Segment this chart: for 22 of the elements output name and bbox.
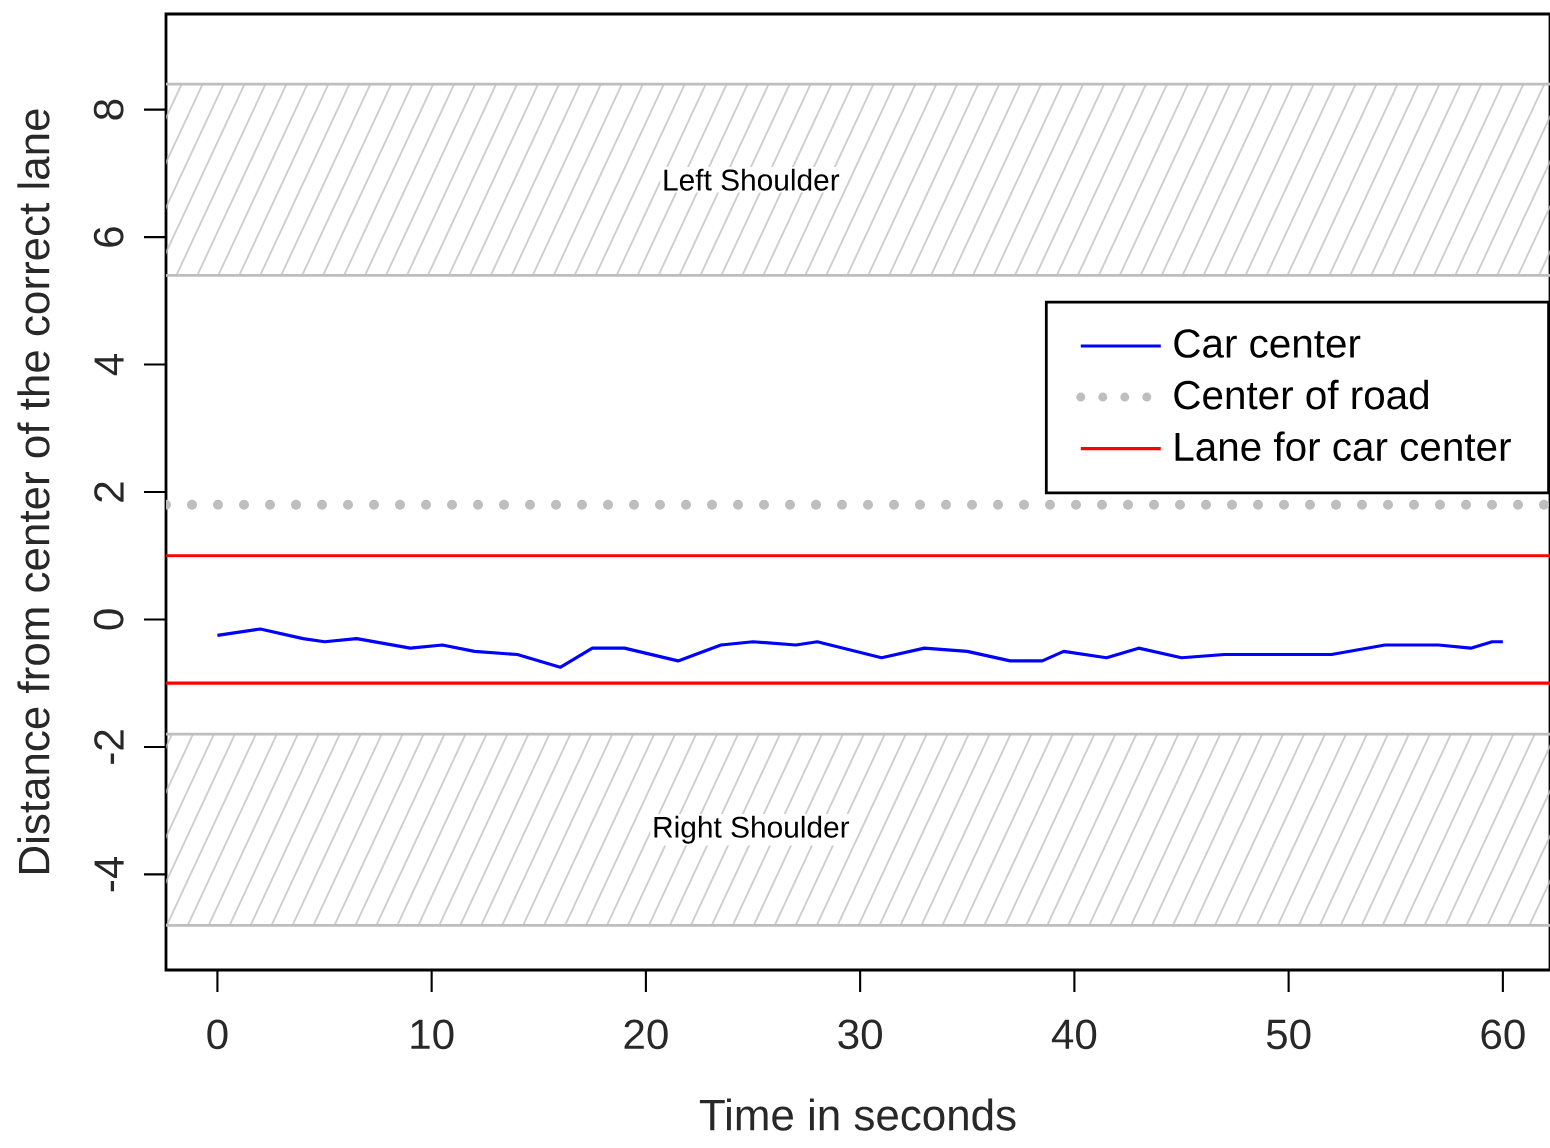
x-tick-label: 20	[624, 1019, 668, 1050]
x-tick-label: 10	[411, 1019, 454, 1050]
y-tick-label: 8	[93, 99, 124, 120]
y-axis-title: Distance from center of the correct lane	[17, 109, 50, 874]
y-tick-label: -2	[94, 730, 124, 764]
x-tick-label: 30	[838, 1019, 882, 1050]
band-label: Left Shoulder	[664, 168, 840, 191]
y-tick-label: -4	[94, 856, 124, 892]
legend-label: Car center	[1174, 329, 1361, 358]
y-tick-label: 6	[93, 227, 124, 247]
x-tick-label: 50	[1266, 1019, 1311, 1050]
y-tick-label: 0	[93, 609, 124, 630]
y-tick-label: 2	[94, 482, 124, 502]
x-tick-label: 60	[1481, 1019, 1525, 1050]
band-label: Right Shoulder	[654, 815, 850, 844]
x-axis-title: Time in seconds	[699, 1098, 1016, 1131]
y-tick-label: 4	[94, 354, 124, 376]
x-tick-label: 40	[1051, 1019, 1097, 1050]
legend-label: Lane for car center	[1175, 431, 1511, 462]
line-series	[215, 627, 1505, 669]
legend-label: Center of road	[1174, 379, 1428, 410]
x-tick-label: 0	[207, 1019, 228, 1050]
